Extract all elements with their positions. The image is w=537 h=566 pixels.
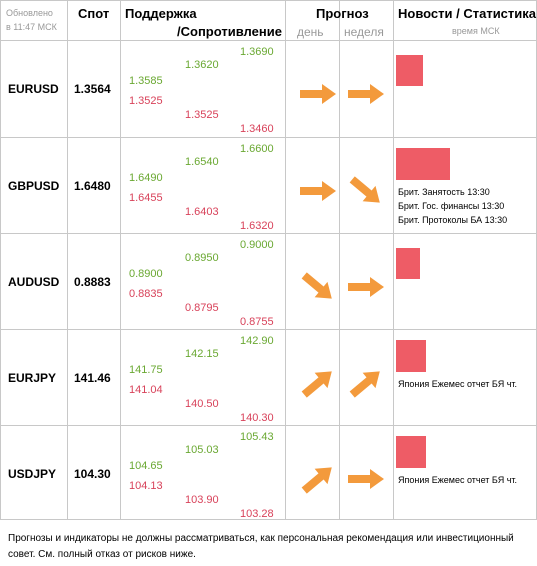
arrow-right-icon [348,83,384,105]
news-header: Новости / Статистика [398,6,537,21]
news-item: Брит. Занятость 13:30 [398,187,490,197]
arrow-up-right-icon [348,371,384,398]
msk-time-label: время МСК [452,26,500,36]
level2-green: 1.3620 [185,59,219,71]
row-divider [0,329,537,330]
support1-green: 104.65 [129,460,163,472]
spot-price: 0.8883 [74,275,111,289]
level2-green: 105.03 [185,444,219,456]
news-importance-bar [396,248,420,279]
news-item: Брит. Протоколы БА 13:30 [398,215,508,225]
level2-red: 0.8795 [185,302,219,314]
support1-red: 0.8835 [129,288,163,300]
resistance-header: /Сопротивление [177,24,282,39]
pair-name: AUDUSD [8,275,60,289]
level2-green: 142.15 [185,348,219,360]
support1-green: 0.8900 [129,268,163,280]
col-divider [285,0,286,520]
news-importance-bar [396,55,423,86]
pair-name: USDJPY [8,467,57,481]
support1-red: 141.04 [129,384,163,396]
news-item: Брит. Гос. финансы 13:30 [398,201,505,211]
news-item: Япония Ежемес отчет БЯ чт. [398,475,518,485]
level3-red: 103.28 [240,508,274,520]
support1-red: 104.13 [129,480,163,492]
forecast-day-label: день [297,25,324,39]
col-divider [67,0,68,520]
updated-time: в 11:47 МСК [6,22,57,32]
updated-label: Обновлено [6,8,53,18]
arrow-right-icon [300,180,336,202]
arrow-right-icon [348,276,384,298]
disclaimer: Прогнозы и индикаторы не должны рассматр… [8,533,514,560]
support1-green: 1.3585 [129,75,163,87]
support-header: Поддержка [125,6,197,21]
arrow-up-right-icon [300,371,336,398]
support1-green: 1.6490 [129,172,163,184]
arrow-down-right-icon [348,176,384,203]
col-divider [120,0,121,520]
forecast-week-label: неделя [344,25,384,39]
arrow-right-icon [300,83,336,105]
row-divider [0,40,537,41]
spot-price: 1.6480 [74,179,111,193]
level3-red: 1.3460 [240,123,274,135]
pair-name: EURUSD [8,82,59,96]
support1-red: 1.6455 [129,192,163,204]
level2-red: 103.90 [185,494,219,506]
col-divider [393,0,394,520]
spot-price: 1.3564 [74,82,111,96]
support1-green: 141.75 [129,364,163,376]
col-divider [339,0,340,520]
level3-green: 105.43 [240,431,274,443]
row-divider [0,137,537,138]
level2-green: 1.6540 [185,156,219,168]
level3-green: 0.9000 [240,239,274,251]
news-item: Япония Ежемес отчет БЯ чт. [398,379,518,389]
arrow-up-right-icon [300,467,336,494]
spot-header: Спот [78,6,110,21]
level3-green: 1.6600 [240,143,274,155]
level2-green: 0.8950 [185,252,219,264]
arrow-down-right-icon [300,272,336,299]
level2-red: 140.50 [185,398,219,410]
level3-red: 140.30 [240,412,274,424]
row-divider [0,425,537,426]
level3-green: 142.90 [240,335,274,347]
level2-red: 1.3525 [185,109,219,121]
forecast-header: Прогноз [316,6,369,21]
news-importance-bar [396,340,426,372]
support1-red: 1.3525 [129,95,163,107]
arrow-right-icon [348,468,384,490]
news-importance-bar [396,436,426,468]
pair-name: EURJPY [8,371,57,385]
level3-red: 1.6320 [240,220,274,232]
spot-price: 104.30 [74,467,111,481]
spot-price: 141.46 [74,371,111,385]
level3-green: 1.3690 [240,46,274,58]
pair-name: GBPUSD [8,179,60,193]
level2-red: 1.6403 [185,206,219,218]
row-divider [0,233,537,234]
level3-red: 0.8755 [240,316,274,328]
news-importance-bar [396,148,450,180]
